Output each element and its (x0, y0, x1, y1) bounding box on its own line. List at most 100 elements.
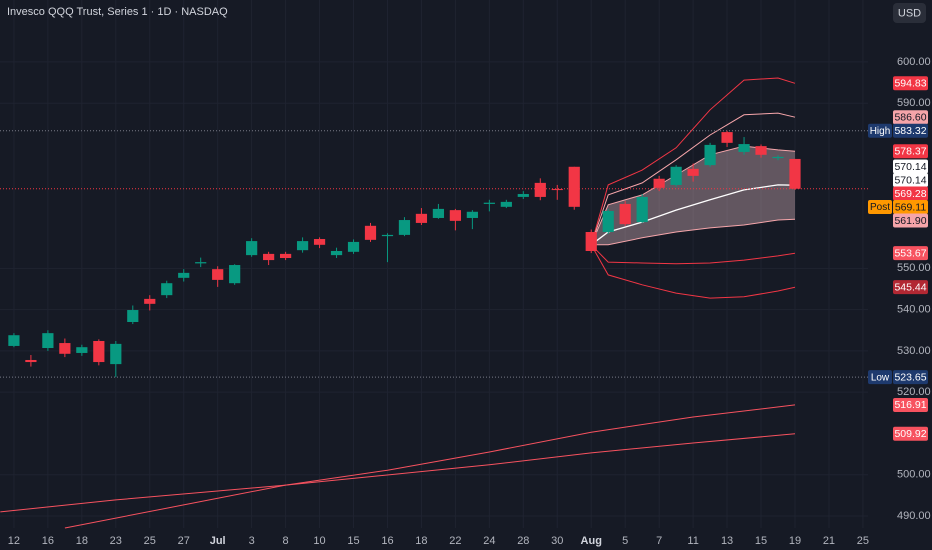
x-tick-label: Jul (210, 535, 226, 547)
x-tick-label: 11 (687, 535, 698, 547)
x-tick-label: 15 (755, 535, 767, 547)
price-tag-label: 569.11 (895, 201, 926, 213)
price-tag-label: 545.44 (894, 281, 926, 293)
price-tag (893, 426, 928, 441)
price-tag-prefix-bg (868, 370, 892, 385)
price-tag (893, 246, 928, 261)
x-tick-label: 12 (8, 535, 20, 547)
candle-body (330, 250, 343, 256)
candle-body (398, 220, 411, 235)
x-tick-label: 5 (622, 535, 628, 547)
candle-body (178, 272, 190, 278)
price-tag (893, 397, 928, 412)
x-tick-label: 24 (483, 535, 495, 547)
candle-body (212, 269, 224, 280)
price-tag (893, 186, 928, 201)
chart-title: Invesco QQQ Trust, Series 1 · 1D · NASDA… (7, 6, 228, 18)
price-axis-bg (868, 0, 932, 550)
price-tag (893, 76, 928, 91)
x-tick-label: 15 (347, 535, 359, 547)
candle-body (789, 158, 801, 189)
candle-body (59, 343, 71, 354)
price-tag-prefix: Post (870, 202, 890, 213)
candle-body (432, 208, 445, 218)
candle-body (619, 203, 631, 225)
price-tag-label: 570.14 (894, 174, 926, 186)
candle-body (738, 144, 750, 152)
currency-label[interactable]: USD (898, 7, 921, 19)
candle-body (687, 168, 699, 176)
band-line (590, 244, 796, 299)
band-line (590, 244, 796, 265)
x-tick-label: 13 (721, 535, 733, 547)
x-tick-label: 27 (178, 535, 190, 547)
x-tick-label: 30 (551, 535, 563, 547)
candle-body (263, 253, 275, 261)
candle-body (93, 340, 105, 363)
band-line (590, 112, 796, 245)
price-tag-label: 594.83 (894, 78, 926, 90)
candle-body (602, 210, 614, 233)
candle-body (42, 333, 54, 349)
price-tag-label: 586.60 (894, 112, 926, 124)
candle-body (381, 234, 394, 237)
x-tick-label: 19 (789, 535, 801, 547)
price-tag (893, 123, 928, 138)
price-tag (893, 213, 928, 228)
candle-body (144, 298, 156, 304)
candle-body (568, 166, 580, 207)
currency-button[interactable]: USD (893, 3, 926, 23)
price-tag-label: 516.91 (894, 399, 926, 411)
candle-body (246, 241, 258, 256)
x-tick-label: 23 (110, 535, 122, 547)
x-tick-label: 21 (823, 535, 835, 547)
candle-body (449, 210, 461, 221)
currency-button-bg[interactable] (893, 3, 926, 23)
candle-body (279, 253, 292, 259)
x-tick-label: 8 (283, 535, 289, 547)
candle-body (670, 166, 682, 185)
price-tag (893, 200, 928, 215)
candle-body (517, 194, 529, 197)
price-tag-label: 570.14 (894, 161, 926, 173)
price-tag (893, 144, 928, 159)
y-tick-label: 590.00 (897, 97, 931, 109)
candle-body (534, 182, 546, 197)
candle-body (127, 310, 139, 323)
x-tick-label: 10 (313, 535, 325, 547)
price-tag (893, 173, 928, 188)
candle-body (110, 343, 122, 365)
price-tag-prefix: High (870, 126, 891, 137)
candle-body (636, 196, 648, 223)
price-tag-label: 578.37 (894, 145, 926, 157)
x-tick-label: 16 (42, 535, 54, 547)
candle-body (551, 189, 563, 191)
x-tick-label: 22 (449, 535, 461, 547)
candle-body (364, 225, 377, 240)
candle-body (76, 347, 88, 353)
y-tick-label: 520.00 (897, 386, 931, 398)
x-tick-label: 18 (415, 535, 427, 547)
candle-body (500, 201, 512, 207)
y-tick-label: 500.00 (897, 469, 931, 481)
price-tag-label: 523.65 (894, 371, 926, 383)
x-tick-label: 25 (857, 535, 869, 547)
candle-body (653, 178, 665, 188)
candle-body (466, 211, 478, 218)
moving-average (64, 404, 796, 529)
candle-body (755, 146, 767, 155)
candle-body (772, 156, 784, 159)
moving-average (0, 433, 796, 513)
price-tag (893, 110, 928, 125)
x-tick-label: 3 (249, 535, 255, 547)
candle-body (195, 262, 207, 264)
x-tick-label: 25 (144, 535, 156, 547)
x-tick-label: 18 (76, 535, 88, 547)
candle-body (313, 239, 326, 245)
y-tick-label: 550.00 (897, 262, 931, 274)
band-line (590, 184, 796, 246)
band-line (591, 218, 796, 246)
candle-body (347, 241, 360, 252)
